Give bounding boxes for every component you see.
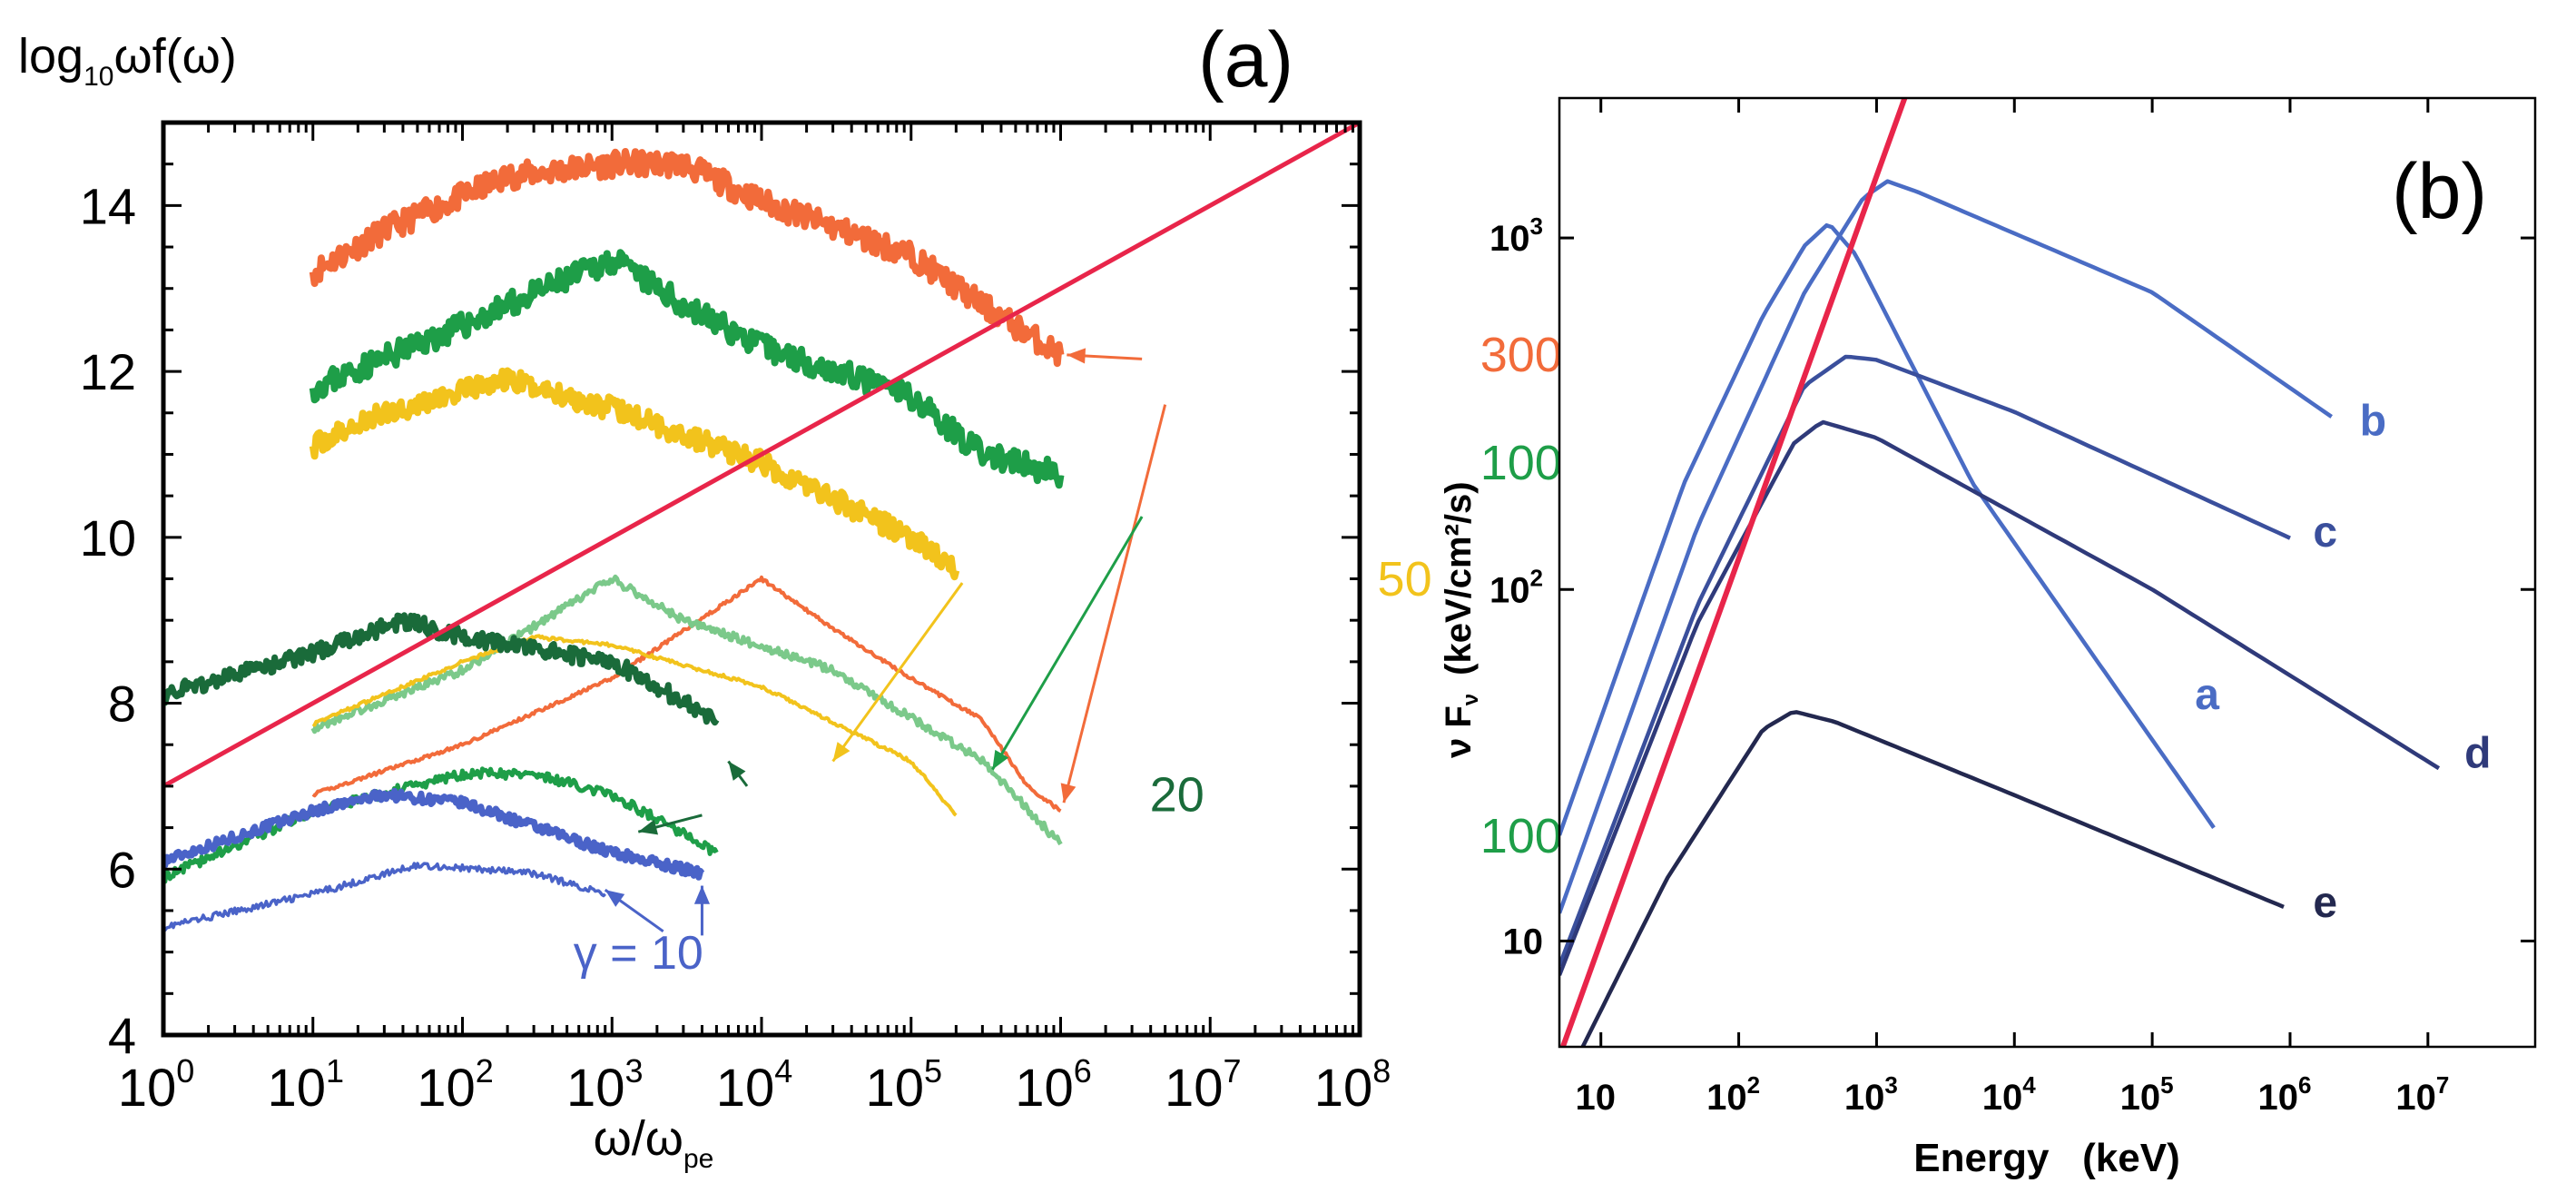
a-xtick-label: 105 <box>865 1052 942 1118</box>
b-xtick-label: 104 <box>1982 1071 2037 1118</box>
series-label-b: b <box>2360 398 2386 446</box>
b-ytick-label: 10 <box>1503 922 1544 961</box>
annotation-arrow-1-0 <box>991 516 1144 771</box>
panel-a-red-reference-line <box>162 120 1362 789</box>
a-xtick-label: 106 <box>1015 1052 1092 1118</box>
series-label-a: a <box>2195 671 2219 719</box>
a-xtick-label: 107 <box>1165 1052 1242 1118</box>
series-c <box>1559 354 2291 967</box>
panel-b-series-group <box>1559 179 2441 1047</box>
annotation-arrow-4-0-head <box>728 761 746 781</box>
b-xtick-label: 106 <box>2257 1071 2311 1118</box>
series-gamma-100-upper <box>309 249 1065 489</box>
series-b <box>1559 179 2333 914</box>
b-ytick-label: 102 <box>1490 564 1543 610</box>
b-xtick-label: 102 <box>1706 1071 1760 1118</box>
b-xtick-label: 105 <box>2120 1071 2174 1118</box>
annotation-arrow-4-1-head <box>638 819 659 835</box>
series-label-d: d <box>2464 730 2491 778</box>
panel-a-ticks: 100 101 102 103 104 105 106 107 108 4 6 8 10 12 14 <box>80 121 1391 1118</box>
series-a <box>1559 222 2216 836</box>
annotation-label-50: 50 <box>1378 552 1432 606</box>
a-ytick-label: 10 <box>80 509 136 567</box>
series-e <box>1580 710 2285 1047</box>
series-gamma-100-lower-light <box>310 574 1063 846</box>
a-xtick-label: 100 <box>118 1052 195 1118</box>
panel-b-ticks: 10 102 103 104 105 106 107 10 102 103 <box>1490 98 2535 1118</box>
series-gamma-10-thick <box>163 787 705 881</box>
gamma-label: γ = 10 <box>574 927 703 980</box>
a-xtick-label: 102 <box>417 1052 494 1118</box>
series-label-e: e <box>2313 879 2337 927</box>
series-gamma-300-upper <box>309 148 1065 368</box>
annotation-arrow-0-0-head <box>1067 348 1086 364</box>
panel-a-series-group <box>163 148 1065 932</box>
b-xtick-label: 103 <box>1844 1071 1898 1118</box>
gamma-arrow-0-head <box>605 890 625 907</box>
annotation-label-20: 20 <box>1150 767 1204 822</box>
annotation-label-100: 100 <box>1480 809 1562 863</box>
a-ytick-label: 8 <box>108 675 136 733</box>
panel-b-ylabel: ν Fν(keV/cm²/s) <box>1439 481 1483 758</box>
gamma-arrow-1-head <box>693 885 711 904</box>
panel-b-label: (b) <box>2392 148 2487 235</box>
a-ytick-label: 12 <box>80 343 136 400</box>
a-ytick-label: 14 <box>80 177 136 234</box>
a-ytick-label: 4 <box>108 1007 136 1064</box>
panel-a-annotations: 300 100 100 50 20 γ = 10 <box>574 328 1562 980</box>
series-label-c: c <box>2313 508 2337 557</box>
annotation-arrow-0-1-head <box>1060 783 1077 804</box>
series-gamma-50-lower <box>311 634 958 817</box>
series-gamma-20-lower <box>163 766 719 884</box>
b-xtick-label: 107 <box>2395 1071 2449 1118</box>
panel-b-series-labels: a b c d e <box>2195 398 2491 927</box>
series-gamma-10-thin <box>163 862 606 932</box>
annotation-label-300: 300 <box>1480 328 1562 382</box>
series-gamma-300-lower <box>311 575 1062 813</box>
b-xtick-label: 10 <box>1575 1078 1616 1118</box>
a-xtick-label: 101 <box>267 1052 344 1118</box>
panel-b-frame <box>1558 96 2537 1049</box>
annotation-arrow-1-0-head <box>992 749 1009 770</box>
panel-b-red-reference-line <box>1560 98 1908 1047</box>
annotation-arrow-0-1 <box>1062 404 1167 804</box>
series-gamma-20-dark <box>163 612 720 726</box>
panel-a-label: (a) <box>1198 16 1293 104</box>
annotation-arrow-3-0-head <box>832 742 850 762</box>
annotation-arrow-3-0 <box>831 582 964 763</box>
series-gamma-50-upper <box>309 367 960 581</box>
panel-b: a b c d e 10 102 103 104 105 106 107 10 102 103 (b) E… <box>1439 96 2537 1180</box>
panel-a-xlabel: ω/ωpe <box>594 1111 714 1174</box>
a-xtick-label: 104 <box>716 1052 793 1118</box>
panel-a-ylabel: log10ωf(ω) <box>18 29 237 92</box>
annotation-label-100: 100 <box>1480 436 1562 490</box>
b-ytick-label: 103 <box>1490 212 1543 259</box>
a-xtick-label: 103 <box>566 1052 644 1118</box>
series-d <box>1559 419 2441 976</box>
a-ytick-label: 6 <box>108 841 136 898</box>
panel-b-xlabel: Energy (keV) <box>1913 1136 2179 1180</box>
a-xtick-label: 108 <box>1314 1052 1391 1118</box>
